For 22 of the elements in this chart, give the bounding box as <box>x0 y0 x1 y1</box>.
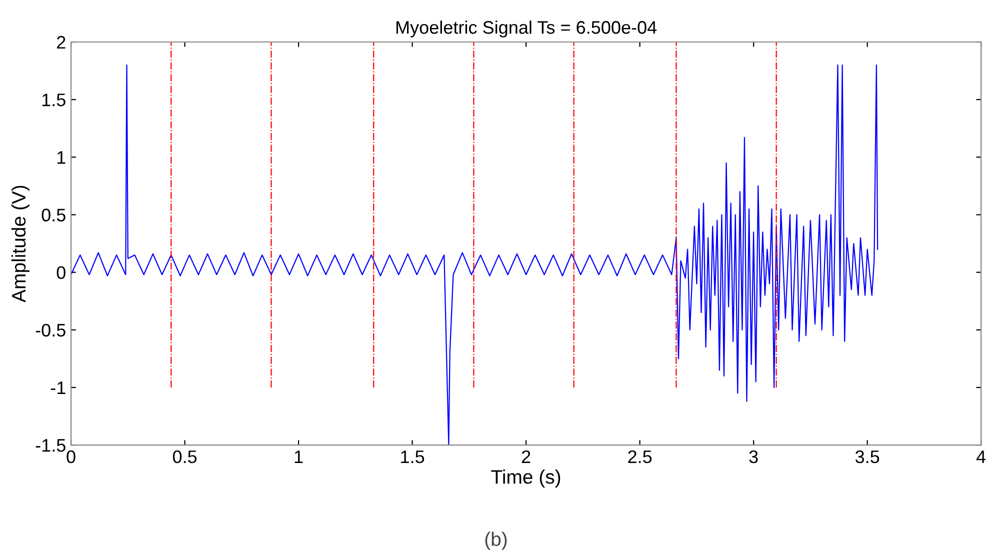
x-tick-label: 2 <box>522 450 530 463</box>
x-tick-label: 4 <box>976 450 986 463</box>
x-tick-label: 1 <box>294 450 303 463</box>
y-tick-label: 0.5 <box>42 208 66 222</box>
x-tick-label: 1.5 <box>401 450 424 464</box>
y-axis-title: Amplitude (V) <box>11 186 30 302</box>
text: (b) <box>485 532 507 550</box>
x-tick-label: 0 <box>66 450 76 464</box>
x-tick-label: 3.5 <box>855 450 880 464</box>
chart-title: Myoeletric Signal Ts = 6.500e-04 <box>396 20 657 38</box>
x-tick-label: 2.5 <box>628 450 652 464</box>
y-tick-label: -1.5 <box>36 439 66 452</box>
y-tick-label: 1 <box>58 151 66 164</box>
y-tick-label: 1.5 <box>42 94 66 106</box>
y-tick-label: -0.5 <box>36 324 66 337</box>
line-series <box>71 64 878 446</box>
y-tick-label: 0 <box>56 266 66 280</box>
x-tick-label: 3 <box>749 450 758 464</box>
y-tick-label: -1 <box>50 382 66 394</box>
y-tick-label: 2 <box>57 36 66 49</box>
x-tick-label: 0.5 <box>172 450 197 464</box>
x-axis-title: Time (s) <box>491 470 560 488</box>
